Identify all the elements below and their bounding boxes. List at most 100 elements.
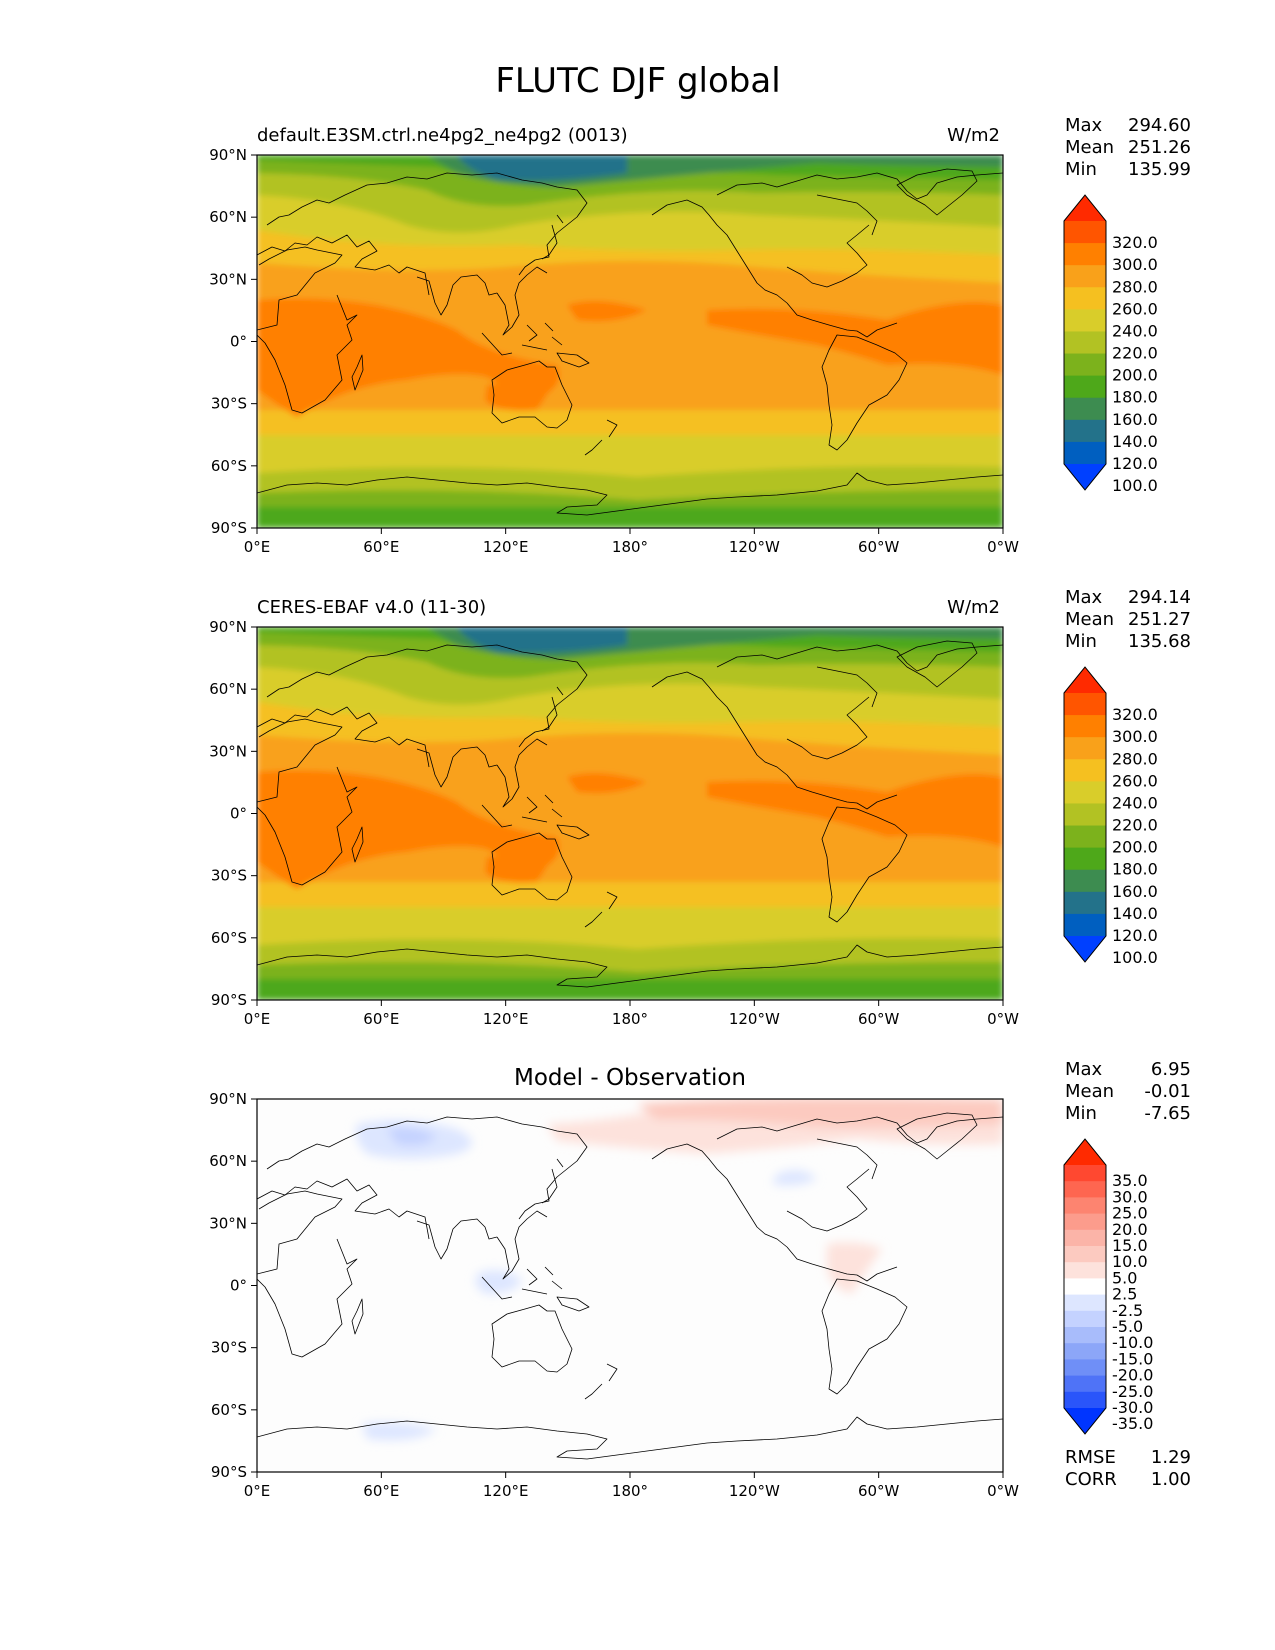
colorbar-segment (1064, 287, 1106, 310)
colorbar-segment (1064, 1327, 1106, 1344)
colorbar-extend-max (1064, 195, 1106, 221)
lon-tick-label: 60°W (858, 1010, 900, 1028)
colorbar-segment (1064, 1278, 1106, 1296)
colorbar-segment (1064, 243, 1106, 266)
stat-label: Min (1065, 631, 1097, 652)
lat-tick-label: 90°S (211, 991, 247, 1009)
colorbar-label: 120.0 (1112, 926, 1158, 945)
colorbar-segment (1064, 1391, 1106, 1409)
lat-tick-label: 30°N (209, 742, 247, 760)
lon-tick-label: 60°E (363, 1482, 399, 1500)
panel-center-title: Model - Observation (514, 1065, 746, 1091)
colorbar-extend-min (1064, 936, 1106, 962)
stat-label: Min (1065, 159, 1097, 180)
colorbar-outline (1063, 194, 1107, 491)
lat-tick-label: 90°N (209, 1090, 247, 1108)
colorbar-segment (1064, 847, 1106, 871)
panel-left-title: CERES-EBAF v4.0 (11-30) (257, 597, 486, 618)
colorbar-label: 320.0 (1112, 233, 1158, 252)
colorbar-label: 200.0 (1112, 838, 1158, 857)
lat-tick-label: 30°N (209, 270, 247, 288)
colorbar-label: -35.0 (1112, 1414, 1153, 1433)
stat-label: Max (1065, 115, 1103, 136)
stat-value: -0.01 (1144, 1081, 1191, 1102)
colorbar-label: 35.0 (1112, 1171, 1148, 1190)
lat-tick-label: 90°S (211, 1463, 247, 1481)
panel-observation: CERES-EBAF v4.0 (11-30) W/m2 0°E 60°E 120°… (209, 587, 1191, 1028)
colorbar-segment (1064, 309, 1106, 332)
lon-tick-label: 180° (612, 1482, 648, 1500)
stat-value: 1.00 (1151, 1469, 1191, 1490)
map-field (257, 155, 1003, 528)
lat-tick-label: 60°S (211, 1401, 247, 1419)
colorbar-segment (1064, 781, 1106, 804)
lon-tick-label: 120°W (729, 538, 780, 556)
colorbar-segment (1064, 375, 1106, 399)
lon-tick-label: 60°E (363, 538, 399, 556)
colorbar-label: 100.0 (1112, 948, 1158, 967)
colorbar-label: 280.0 (1112, 277, 1158, 296)
colorbar-segment (1064, 803, 1106, 827)
panel-units: W/m2 (947, 597, 1000, 618)
colorbar-segment (1064, 1294, 1106, 1312)
panel-model: default.E3SM.ctrl.ne4pg2_ne4pg2 (0013) W… (209, 115, 1191, 556)
lat-tick-label: 30°N (209, 1214, 247, 1232)
lat-tick-label: 60°N (209, 208, 247, 226)
lat-tick-label: 30°S (211, 395, 247, 413)
colorbar-label: -15.0 (1112, 1349, 1153, 1368)
colorbar-segment (1064, 331, 1106, 355)
colorbar-segment (1064, 1343, 1106, 1360)
colorbar-segment (1064, 913, 1106, 937)
colorbar-label: -25.0 (1112, 1382, 1153, 1401)
lon-tick-label: 60°E (363, 1010, 399, 1028)
lon-tick-label: 120°E (483, 538, 529, 556)
colorbar-label: 120.0 (1112, 454, 1158, 473)
colorbar-segment (1064, 397, 1106, 421)
colorbar-label: 320.0 (1112, 705, 1158, 724)
stats-block: Max 6.95 Mean -0.01 Min -7.65 (1065, 1059, 1191, 1124)
map-field (257, 1099, 1003, 1472)
colorbar-label: 15.0 (1112, 1236, 1148, 1255)
panel-units: W/m2 (947, 125, 1000, 146)
colorbar: 35.030.025.020.015.010.05.02.5-2.5-5.0-1… (1063, 1138, 1153, 1435)
lon-tick-label: 0°E (244, 1482, 271, 1500)
colorbar-outline (1063, 1138, 1107, 1435)
colorbar-label: 5.0 (1112, 1268, 1137, 1287)
lon-tick-label: 0°W (987, 1010, 1019, 1028)
lat-tick-label: 30°S (211, 1339, 247, 1357)
error-stats-block: RMSE 1.29 CORR 1.00 (1065, 1447, 1191, 1490)
colorbar-segment (1064, 715, 1106, 738)
stat-value: 135.68 (1128, 631, 1191, 652)
lon-tick-label: 120°W (729, 1482, 780, 1500)
colorbar: 320.0 300.0 280.0 260.0 240.0 220.0 200.0 180.0… (1063, 666, 1158, 967)
colorbar-label: 240.0 (1112, 321, 1158, 340)
colorbar-segment (1064, 1197, 1106, 1215)
colorbar-outline (1063, 666, 1107, 963)
colorbar-label: 160.0 (1112, 410, 1158, 429)
stats-block: Max 294.60 Mean 251.26 Min 135.99 (1065, 115, 1191, 180)
lat-tick-label: 30°S (211, 867, 247, 885)
lon-tick-label: 60°W (858, 538, 900, 556)
colorbar-label: 2.5 (1112, 1285, 1137, 1304)
lon-tick-label: 0°W (987, 1482, 1019, 1500)
colorbar-segment (1064, 1359, 1106, 1377)
stat-label: Min (1065, 1103, 1097, 1124)
colorbar-segment (1064, 265, 1106, 288)
lat-tick-label: 60°S (211, 929, 247, 947)
colorbar-label: 280.0 (1112, 749, 1158, 768)
colorbar-extend-min (1064, 1408, 1106, 1434)
stat-label: Mean (1065, 609, 1114, 630)
stat-value: 294.60 (1128, 115, 1191, 136)
colorbar-extend-min (1064, 464, 1106, 490)
colorbar-label: 100.0 (1112, 476, 1158, 495)
lon-tick-label: 120°E (483, 1010, 529, 1028)
stat-value: 1.29 (1151, 1447, 1191, 1468)
colorbar-segment (1064, 891, 1106, 915)
colorbar-label: 10.0 (1112, 1252, 1148, 1271)
colorbar-label: 180.0 (1112, 388, 1158, 407)
colorbar-segment (1064, 869, 1106, 893)
lat-tick-label: 60°N (209, 680, 247, 698)
lon-tick-label: 180° (612, 1010, 648, 1028)
colorbar-segment (1064, 1375, 1106, 1393)
colorbar-label: 30.0 (1112, 1187, 1148, 1206)
